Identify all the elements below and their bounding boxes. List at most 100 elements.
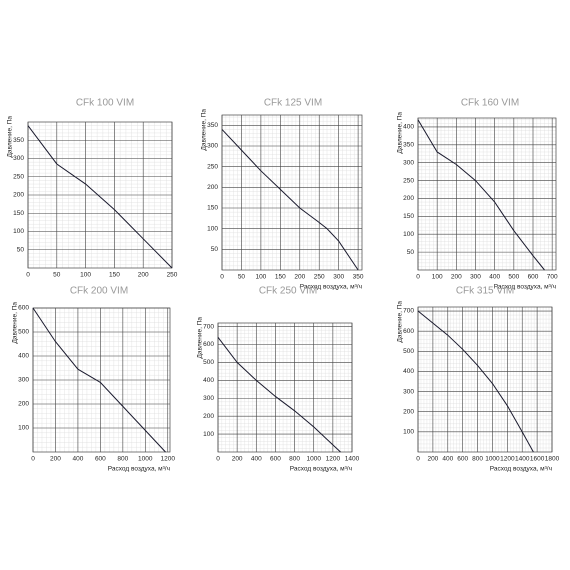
curve	[27, 125, 173, 269]
x-tick-label: 1200	[326, 456, 341, 463]
y-tick-label: 600	[18, 305, 29, 312]
x-tick-label: 1200	[500, 456, 515, 463]
y-tick-label: 350	[207, 122, 218, 129]
curve	[217, 337, 341, 453]
x-tick-label: 100	[255, 274, 266, 281]
y-tick-label: 150	[403, 213, 414, 220]
x-tick-label: 150	[275, 274, 286, 281]
x-tick-label: 50	[53, 272, 61, 279]
x-tick-label: 600	[270, 456, 281, 463]
y-tick-label: 300	[207, 143, 218, 150]
y-tick-label: 300	[403, 159, 414, 166]
plot-frame	[417, 117, 557, 271]
y-tick-label: 400	[403, 124, 414, 131]
x-tick-label: 1000	[485, 456, 500, 463]
y-tick-label: 250	[403, 177, 414, 184]
x-tick-label: 250	[314, 274, 325, 281]
curve	[221, 129, 359, 271]
y-tick-label: 100	[207, 225, 218, 232]
x-tick-label: 0	[26, 272, 30, 279]
y-tick-label: 400	[203, 377, 214, 384]
x-tick-label: 200	[294, 274, 305, 281]
x-axis-label: Расход воздуха, м³/ч	[494, 284, 556, 291]
x-tick-label: 200	[451, 274, 462, 281]
x-axis-label: Расход воздуха, м³/ч	[108, 466, 170, 473]
x-tick-label: 1800	[545, 456, 560, 463]
y-tick-label: 500	[18, 329, 29, 336]
y-tick-label: 400	[403, 368, 414, 375]
y-tick-label: 100	[13, 228, 24, 235]
plot-frame	[221, 114, 363, 271]
x-tick-label: 600	[528, 274, 539, 281]
y-tick-label: 100	[18, 425, 29, 432]
y-tick-label: 700	[403, 308, 414, 315]
y-tick-label: 200	[207, 184, 218, 191]
chart-panel: CFk 160 VIM 0 100 200 300 400 500 600 700 50 100 15…	[397, 98, 558, 291]
y-tick-label: 50	[211, 246, 219, 253]
x-tick-label: 100	[432, 274, 443, 281]
y-tick-label: 200	[403, 195, 414, 202]
y-axis-label: Давление, Па	[197, 317, 204, 359]
x-tick-label: 350	[353, 274, 364, 281]
chart-title: CFk 200 VIM	[70, 286, 128, 297]
y-axis-label: Давление, Па	[7, 116, 14, 158]
curve	[417, 310, 534, 453]
x-tick-label: 400	[251, 456, 262, 463]
chart-panel: CFk 250 VIM 0 200 400 600 800 1000 1200 1400 100 2…	[197, 286, 360, 473]
x-tick-label: 200	[138, 272, 149, 279]
x-tick-label: 400	[72, 456, 83, 463]
x-tick-label: 700	[547, 274, 558, 281]
y-tick-label: 200	[13, 192, 24, 199]
x-axis-label: Расход воздуха, м³/ч	[290, 466, 352, 473]
plot-frame	[27, 121, 173, 269]
x-tick-label: 800	[289, 456, 300, 463]
chart-title: CFk 250 VIM	[259, 286, 317, 297]
y-axis-label: Давление, Па	[12, 302, 19, 344]
y-tick-label: 150	[13, 210, 24, 217]
x-tick-label: 1600	[530, 456, 545, 463]
y-axis-label: Давление, Па	[397, 112, 404, 154]
y-tick-label: 50	[407, 249, 415, 256]
y-tick-label: 250	[207, 163, 218, 170]
x-tick-label: 1000	[138, 456, 153, 463]
plot-frame	[217, 322, 353, 453]
y-tick-label: 200	[18, 401, 29, 408]
x-tick-label: 0	[216, 456, 220, 463]
chart-title: CFk 125 VIM	[264, 98, 322, 109]
x-tick-label: 500	[508, 274, 519, 281]
curve	[32, 307, 166, 453]
y-tick-label: 100	[403, 429, 414, 436]
y-tick-label: 100	[203, 431, 214, 438]
plot-frame	[417, 306, 553, 453]
x-tick-label: 200	[427, 456, 438, 463]
x-tick-label: 150	[109, 272, 120, 279]
chart-panel: CFk 100 VIM 0 50 100 150 200 250 50 100 150 200 250…	[7, 98, 178, 279]
x-tick-label: 0	[220, 274, 224, 281]
x-tick-label: 300	[470, 274, 481, 281]
plot-frame	[32, 307, 171, 453]
x-axis-label: Расход воздуха, м³/ч	[300, 284, 362, 291]
x-tick-label: 1200	[161, 456, 176, 463]
chart-title: CFk 160 VIM	[461, 98, 519, 109]
y-tick-label: 600	[403, 328, 414, 335]
x-tick-label: 400	[489, 274, 500, 281]
x-tick-label: 200	[50, 456, 61, 463]
y-tick-label: 350	[13, 137, 24, 144]
x-tick-label: 600	[457, 456, 468, 463]
x-axis-label: Расход воздуха, м³/ч	[490, 466, 552, 473]
y-tick-label: 50	[17, 246, 25, 253]
x-tick-label: 1400	[345, 456, 360, 463]
x-tick-label: 0	[31, 456, 35, 463]
chart-title: CFk 100 VIM	[76, 98, 134, 109]
x-tick-label: 300	[333, 274, 344, 281]
chart-panel: CFk 125 VIM 0 50 100 150 200 250 300 350 50 100 150…	[201, 98, 364, 291]
curve	[417, 119, 545, 271]
x-tick-label: 1400	[515, 456, 530, 463]
y-axis-label: Давление, Па	[397, 301, 404, 343]
x-tick-label: 50	[238, 274, 246, 281]
y-tick-label: 600	[203, 341, 214, 348]
x-tick-label: 600	[95, 456, 106, 463]
chart-panel: CFk 200 VIM 0 200 400 600 800 1000 1200 100 200 30…	[12, 286, 176, 473]
x-tick-label: 0	[416, 274, 420, 281]
